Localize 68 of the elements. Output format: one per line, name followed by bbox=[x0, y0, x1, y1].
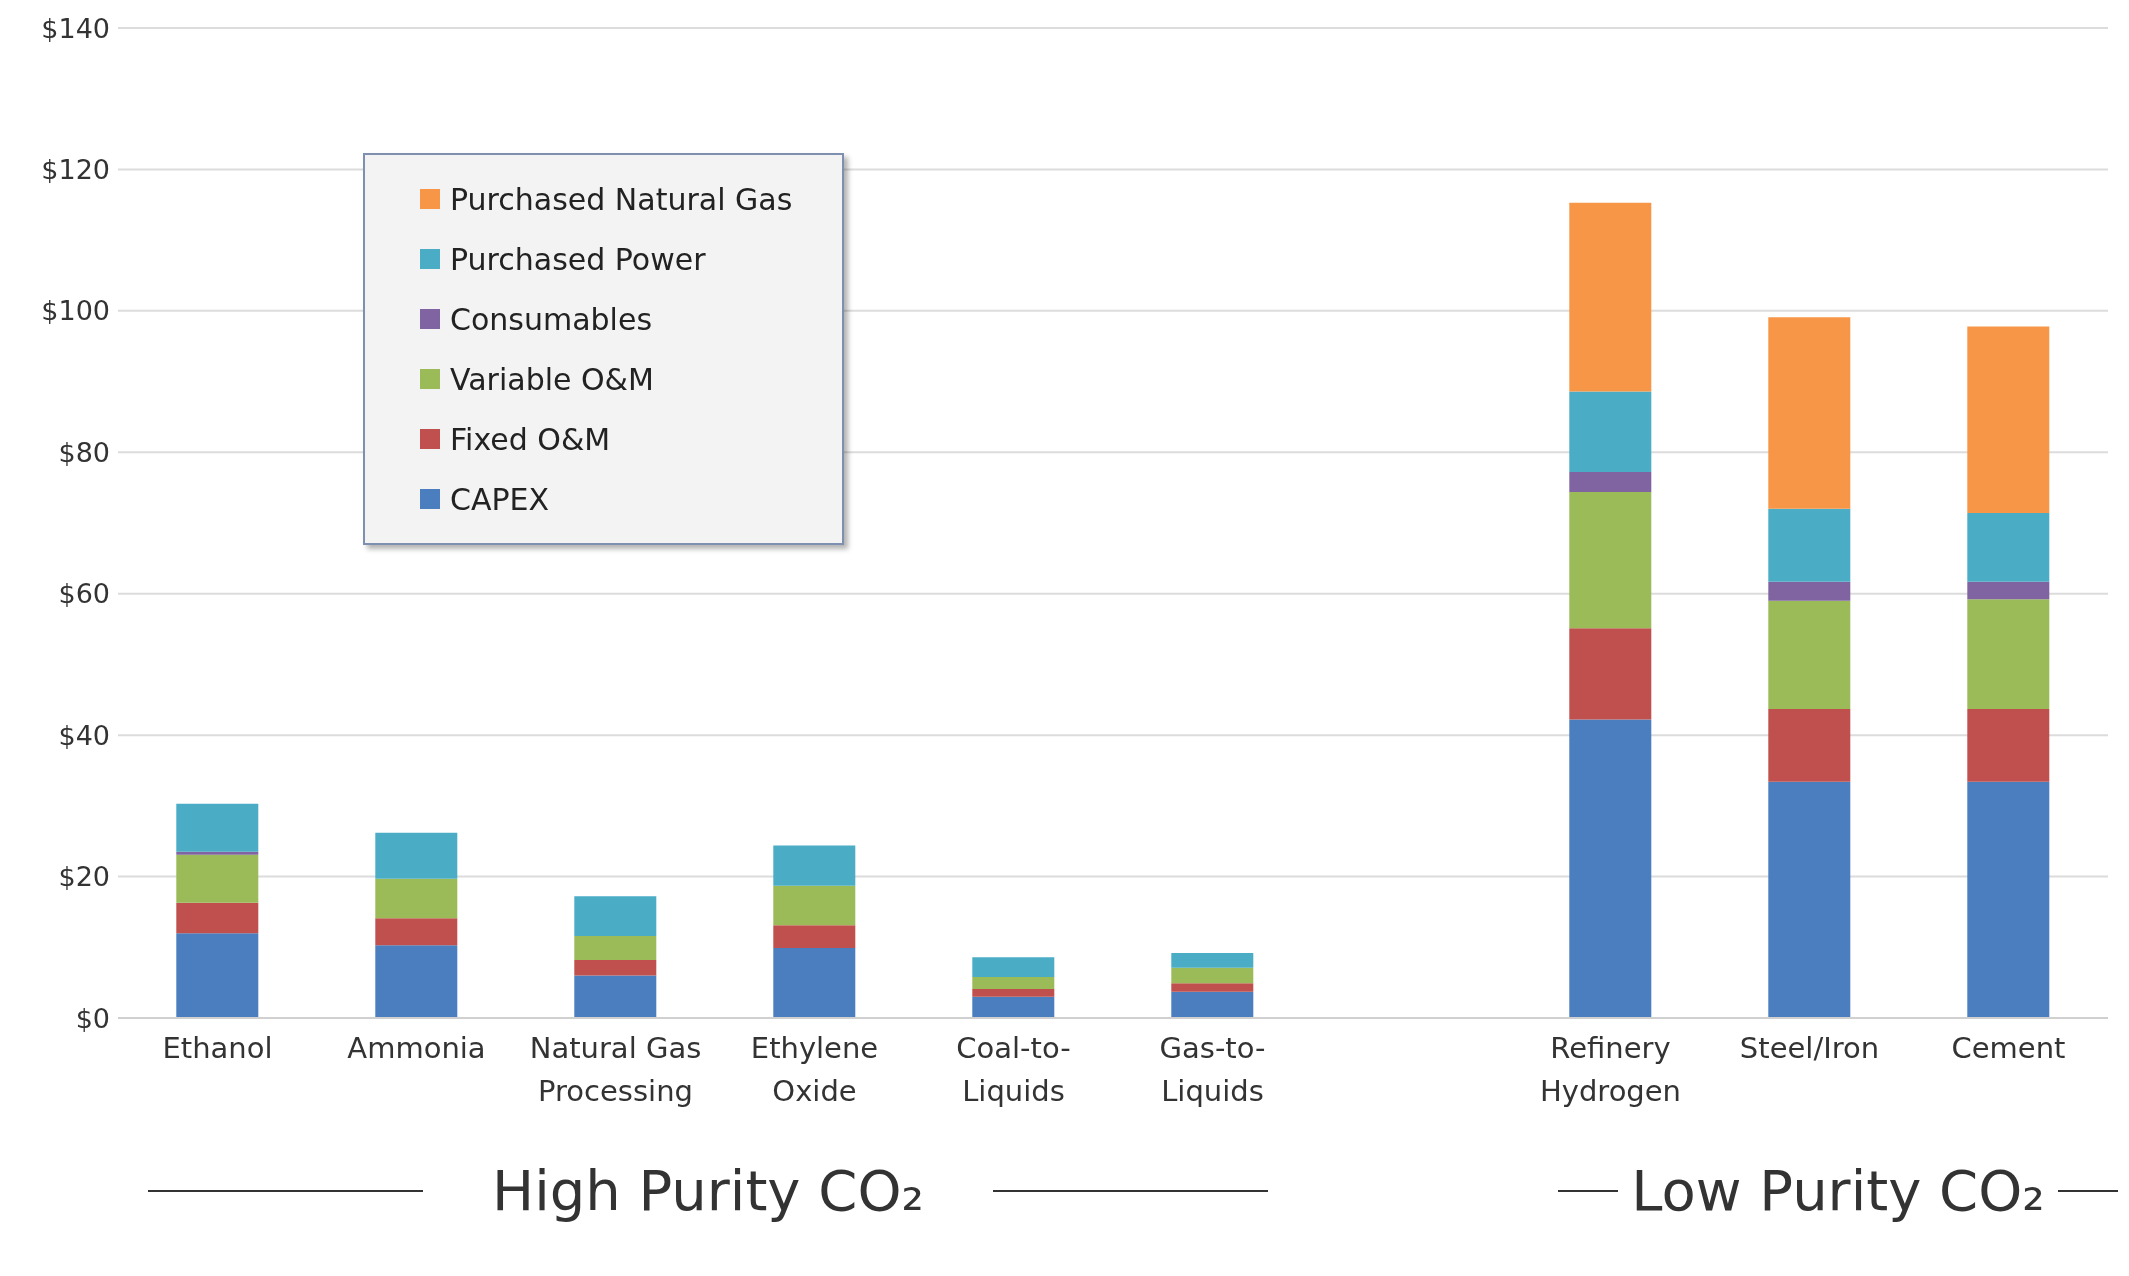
bar bbox=[972, 976, 1055, 990]
bar bbox=[972, 996, 1055, 1018]
x-tick-label: Ammonia bbox=[347, 1031, 486, 1065]
bar bbox=[176, 803, 259, 852]
bar bbox=[1171, 983, 1254, 992]
bar bbox=[1171, 967, 1254, 984]
bar bbox=[1569, 391, 1652, 473]
bar bbox=[176, 854, 259, 903]
bar bbox=[1768, 508, 1851, 582]
bar bbox=[1967, 513, 2050, 582]
bar bbox=[574, 896, 657, 936]
bar bbox=[1967, 581, 2050, 600]
bar bbox=[1569, 719, 1652, 1018]
bar bbox=[1768, 600, 1851, 709]
y-tick-label: $60 bbox=[58, 578, 110, 610]
y-tick-label: $20 bbox=[58, 861, 110, 893]
x-tick-label: Steel/Iron bbox=[1739, 1031, 1880, 1065]
bar bbox=[375, 945, 458, 1018]
y-tick-label: $140 bbox=[41, 12, 110, 44]
x-tick-label: Ethylene Oxide bbox=[750, 1031, 879, 1108]
bar bbox=[1768, 781, 1851, 1018]
bar bbox=[1569, 202, 1652, 392]
bar bbox=[574, 935, 657, 961]
bar bbox=[1967, 326, 2050, 514]
bar bbox=[375, 918, 458, 946]
bar bbox=[1768, 581, 1851, 601]
bar bbox=[1967, 708, 2050, 782]
y-tick-label: $100 bbox=[41, 295, 110, 327]
bar bbox=[574, 975, 657, 1018]
bar bbox=[773, 925, 856, 948]
bar bbox=[375, 878, 458, 919]
bar bbox=[375, 832, 458, 879]
legend-label: Purchased Power bbox=[450, 241, 706, 277]
legend-label: Fixed O&M bbox=[450, 421, 611, 457]
bar bbox=[1768, 317, 1851, 509]
y-tick-label: $120 bbox=[41, 154, 110, 186]
bar bbox=[1569, 628, 1652, 720]
legend-label: Consumables bbox=[450, 301, 653, 337]
y-tick-label: $40 bbox=[58, 719, 110, 751]
text: High Purity CO₂ bbox=[492, 1158, 924, 1223]
bar bbox=[176, 902, 259, 934]
legend-label: CAPEX bbox=[450, 481, 550, 517]
y-tick-label: $0 bbox=[75, 1002, 110, 1034]
bar bbox=[972, 989, 1055, 997]
bar bbox=[176, 933, 259, 1018]
x-tick-label: Ethanol bbox=[162, 1031, 273, 1065]
bar bbox=[1569, 491, 1652, 629]
bar bbox=[1768, 708, 1851, 782]
bar bbox=[1967, 599, 2050, 709]
y-tick-label: $80 bbox=[58, 436, 110, 468]
x-tick-label: Cement bbox=[1951, 1031, 2066, 1065]
x-tick-label: Refinery Hydrogen bbox=[1539, 1031, 1682, 1108]
x-tick-label: Coal-to-Liquids bbox=[956, 1031, 1071, 1108]
x-tick-label: Gas-to-Liquids bbox=[1159, 1031, 1266, 1108]
bar bbox=[176, 851, 259, 855]
legend-label: Variable O&M bbox=[450, 361, 654, 397]
bar bbox=[773, 845, 856, 886]
bar bbox=[972, 957, 1055, 977]
text: Low Purity CO₂ bbox=[1631, 1158, 2045, 1223]
bar bbox=[1967, 781, 2050, 1018]
bar bbox=[1569, 472, 1652, 492]
x-tick-label: Natural Gas Processing bbox=[529, 1031, 702, 1108]
bar bbox=[773, 885, 856, 926]
bar bbox=[574, 960, 657, 976]
bar bbox=[773, 947, 856, 1018]
bar bbox=[1171, 991, 1254, 1018]
bar bbox=[1171, 952, 1254, 968]
legend-label: Purchased Natural Gas bbox=[450, 181, 793, 217]
